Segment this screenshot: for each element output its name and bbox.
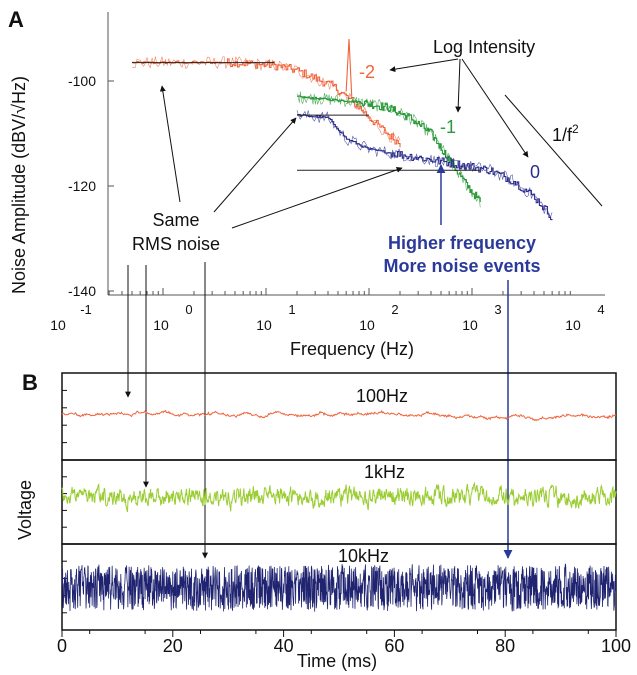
spectrum-series-1-noise [131, 56, 401, 143]
time-tick-label: 20 [163, 636, 183, 656]
higher-frequency-label: Higher frequency [388, 233, 536, 253]
rms-arrow-red [159, 85, 181, 203]
trace-label-10khz: 10kHz [338, 546, 389, 566]
panel-a-label: A [8, 7, 24, 32]
panel-b-label: B [22, 370, 38, 395]
spectrum-y-ticks: -100 -120 -140 [68, 73, 114, 299]
x-tick-label-exponent: -1 [80, 302, 92, 317]
curve-label-neg2: -2 [359, 62, 375, 82]
spectrum-x-ticks: 10 -1 10 0 10 1 10 2 10 3 10 4 [50, 288, 605, 333]
spectrum-x-label: Frequency (Hz) [290, 339, 414, 359]
voltage-y-label: Voltage [15, 480, 35, 540]
y-tick-label: -140 [68, 283, 96, 299]
same-rms-label-line1: Same [152, 210, 199, 230]
x-tick-label-base: 10 [50, 317, 66, 333]
log-intensity-arrow-neg1 [455, 58, 462, 113]
same-rms-label-line2: RMS noise [132, 234, 220, 254]
slope-label-exp: 2 [572, 122, 579, 136]
slope-label-base: 1/f [552, 125, 573, 145]
x-tick-label-base: 10 [359, 317, 375, 333]
time-x-ticks: 0 20 40 60 80 100 [57, 630, 631, 656]
trace-box-100hz [61, 372, 617, 461]
y-tick-label: -120 [68, 178, 96, 194]
spectrum-series-2-noise [296, 91, 481, 208]
rms-arrow-blue [231, 166, 403, 229]
x-tick-label-exponent: 3 [494, 302, 501, 317]
slope-label: 1/f2 [552, 122, 579, 145]
spectrum-axes [107, 12, 605, 296]
trace-label-100hz: 100Hz [356, 386, 408, 406]
spectrum-y-label: Noise Amplitude (dBV/√Hz) [9, 76, 29, 294]
curve-label-0: 0 [530, 162, 540, 182]
annotation-arrows [125, 58, 529, 559]
noise-trace-2 [61, 481, 617, 513]
y-tick-label: -100 [68, 73, 96, 89]
time-tick-label: 60 [384, 636, 404, 656]
rms-arrow-green [213, 117, 297, 213]
x-tick-label-base: 10 [565, 317, 581, 333]
curve-label-neg1: -1 [440, 117, 456, 137]
x-tick-label-base: 10 [462, 317, 478, 333]
x-tick-label-base: 10 [153, 317, 169, 333]
spectrum-series-3-noise [296, 110, 553, 218]
noise-trace-1 [61, 409, 617, 422]
log-intensity-arrow-0 [461, 58, 529, 158]
x-tick-label-exponent: 0 [185, 302, 192, 317]
time-tick-label: 80 [495, 636, 515, 656]
blue-arrows [436, 164, 513, 559]
noise-traces [61, 409, 617, 612]
log-intensity-arrow-neg2 [389, 58, 459, 73]
slope-guide-line [504, 94, 603, 207]
x-tick-label-exponent: 4 [597, 302, 604, 317]
spectrum-curves [131, 38, 553, 221]
spectrum-spike [345, 38, 353, 97]
x-tick-label-base: 10 [256, 317, 272, 333]
more-noise-events-label: More noise events [383, 256, 540, 276]
time-tick-label: 0 [57, 636, 67, 656]
time-x-label: Time (ms) [297, 651, 377, 671]
x-tick-label-exponent: 2 [391, 302, 398, 317]
time-tick-label: 40 [274, 636, 294, 656]
time-tick-label: 100 [601, 636, 631, 656]
log-intensity-label: Log Intensity [433, 37, 535, 57]
x-tick-label-exponent: 1 [288, 302, 295, 317]
trace-label-1khz: 1kHz [364, 462, 405, 482]
noise-trace-3 [61, 563, 617, 612]
spectrum-series-3 [297, 113, 553, 221]
spectrum-series-2 [297, 95, 481, 203]
